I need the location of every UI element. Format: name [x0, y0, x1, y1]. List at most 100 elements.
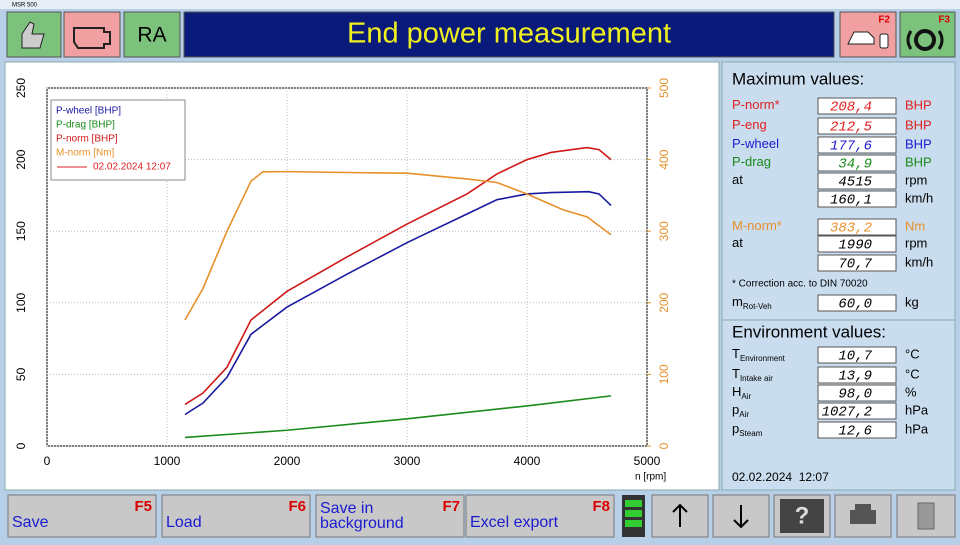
toolbar-button[interactable] — [7, 494, 157, 538]
value-box — [817, 384, 897, 402]
legend-entry: P-wheel [BHP] — [56, 106, 121, 117]
value-box — [817, 136, 897, 154]
value-label: at — [732, 172, 743, 187]
toolbar-button[interactable] — [315, 494, 465, 538]
x-tick-label: 1000 — [154, 454, 181, 468]
value-label: P-norm* — [732, 97, 780, 112]
function-key: F8 — [592, 498, 610, 515]
button-label: Load — [166, 514, 202, 531]
label-main: P-norm* — [732, 97, 780, 112]
footnote: * Correction acc. to DIN 70020 — [732, 279, 868, 290]
f3-key: F3 — [938, 15, 950, 26]
legend-entry: P-norm [BHP] — [56, 134, 118, 145]
series-line — [184, 146, 612, 406]
label-sub: Environment — [740, 354, 786, 363]
x-axis-label: n [rpm] — [635, 472, 666, 483]
value-display: 212,5 — [830, 120, 873, 136]
series-line — [184, 170, 612, 321]
value-box — [817, 421, 897, 439]
toolbar-button[interactable] — [465, 494, 615, 538]
door-icon — [917, 502, 935, 530]
value-box — [817, 172, 897, 190]
label-main: at — [732, 235, 743, 250]
value-label: TEnvironment — [732, 346, 786, 363]
label-main: P-drag — [732, 154, 771, 169]
ra-button[interactable] — [123, 11, 181, 58]
section-title: Maximum values: — [732, 69, 864, 88]
value-display: 160,1 — [830, 193, 872, 209]
value-display: 4515 — [838, 175, 872, 191]
engine-icon — [73, 27, 111, 49]
value-display: 70,7 — [838, 257, 872, 273]
toolbar-button[interactable] — [161, 494, 311, 538]
y-tick-label: 50 — [14, 367, 28, 381]
value-box — [817, 97, 897, 115]
value-display: 1027,2 — [822, 405, 872, 421]
value-label: M-norm* — [732, 218, 782, 233]
function-key: F7 — [442, 498, 460, 515]
value-label: HAir — [732, 384, 752, 401]
label-main: m — [732, 294, 743, 309]
phone-icon — [879, 33, 889, 49]
value-unit: kg — [905, 294, 919, 309]
value-unit: BHP — [905, 97, 932, 112]
section-title: Environment values: — [732, 322, 886, 341]
value-label: P-eng — [732, 117, 767, 132]
value-display: 383,2 — [830, 221, 872, 237]
x-tick-label: 3000 — [394, 454, 421, 468]
label-sub: Intake air — [740, 374, 773, 383]
function-key: F5 — [134, 498, 152, 515]
label-main: M-norm* — [732, 218, 782, 233]
value-box — [817, 235, 897, 253]
title-bar — [0, 0, 960, 9]
value-box — [817, 154, 897, 172]
ra-label: RA — [137, 24, 166, 47]
engine-button[interactable] — [63, 11, 121, 58]
car-icon — [847, 31, 875, 45]
button-label-line: Save in — [320, 500, 373, 517]
value-box — [817, 366, 897, 384]
window-title: MSR 500 — [12, 3, 38, 9]
y2-tick-label: 0 — [657, 442, 671, 449]
legend-entry: P-drag [BHP] — [56, 120, 115, 131]
y-tick-label: 200 — [14, 149, 28, 169]
y2-tick-label: 200 — [657, 292, 671, 312]
value-unit: °C — [905, 366, 920, 381]
value-label: TIntake air — [732, 366, 773, 383]
value-unit: BHP — [905, 154, 932, 169]
value-label: mRot-Veh — [732, 294, 772, 311]
label-main: H — [732, 384, 741, 399]
button-label-line: background — [320, 515, 404, 532]
y2-tick-label: 100 — [657, 364, 671, 384]
value-unit: hPa — [905, 402, 929, 417]
value-box — [817, 117, 897, 135]
label-sub: Air — [739, 410, 749, 419]
label-main: T — [732, 366, 740, 381]
series-line — [184, 395, 612, 439]
help-icon — [780, 499, 824, 533]
label-main: P-wheel — [732, 136, 779, 151]
label-sub: Rot-Veh — [743, 302, 772, 311]
status-led — [625, 520, 642, 527]
label-main: p — [732, 421, 739, 436]
value-unit: % — [905, 384, 917, 399]
button-label: Save in background — [320, 500, 404, 532]
label-sub: Steam — [739, 429, 762, 438]
y2-tick-label: 500 — [657, 78, 671, 98]
function-key: F6 — [288, 498, 306, 515]
status-led — [625, 500, 642, 507]
x-tick-label: 0 — [44, 454, 51, 468]
up-arrow — [672, 503, 688, 527]
value-label: pSteam — [732, 421, 763, 438]
x-tick-label: 4000 — [514, 454, 541, 468]
value-display: 177,6 — [830, 139, 872, 155]
legend-entry: M-norm [Nm] — [56, 148, 115, 159]
button-label: Save — [12, 514, 49, 531]
y-tick-label: 250 — [14, 78, 28, 98]
label-main: p — [732, 402, 739, 417]
value-display: 13,9 — [838, 369, 872, 385]
value-box — [817, 218, 897, 236]
value-display: 10,7 — [838, 349, 872, 365]
